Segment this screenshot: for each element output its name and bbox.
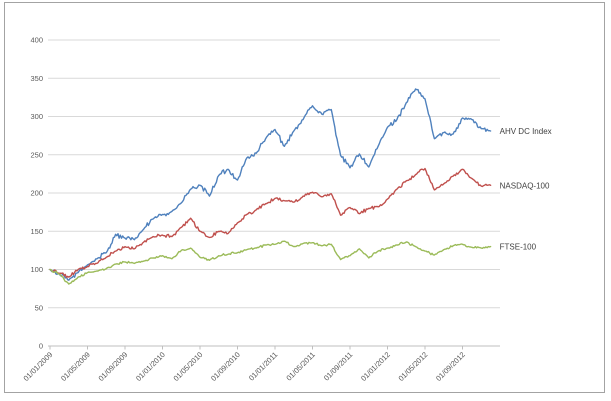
x-tick-label: 01/01/2011: [247, 350, 280, 383]
x-tick-label: 01/05/2009: [59, 350, 92, 383]
series-line-nasdaq-100: [49, 167, 492, 279]
x-tick-label: 01/09/2009: [97, 350, 130, 383]
y-tick-label: 0: [39, 342, 43, 351]
series-label-ftse-100: FTSE-100: [500, 243, 537, 252]
series-label-ahv-dc-index: AHV DC Index: [500, 127, 552, 136]
x-tick-label: 01/01/2010: [134, 350, 167, 383]
series-label-nasdaq-100: NASDAQ-100: [500, 181, 550, 190]
y-tick-label: 150: [30, 227, 43, 236]
x-tick-label: 01/09/2010: [209, 350, 242, 383]
y-tick-label: 300: [30, 112, 43, 121]
x-tick-label: 01/05/2012: [397, 350, 430, 383]
chart-image-border: [4, 2, 605, 393]
y-tick-label: 100: [30, 265, 43, 274]
y-tick-label: 200: [30, 189, 43, 198]
x-tick-label: 01/01/2009: [22, 350, 55, 383]
x-tick-label: 01/05/2011: [284, 350, 317, 383]
x-tick-label: 01/05/2010: [172, 350, 205, 383]
series-line-ftse-100: [49, 240, 492, 285]
x-tick-label: 01/09/2011: [322, 350, 355, 383]
y-tick-label: 50: [35, 303, 43, 312]
y-tick-label: 250: [30, 150, 43, 159]
x-tick-label: 01/09/2012: [434, 350, 467, 383]
x-tick-label: 01/01/2012: [359, 350, 392, 383]
series-line-ahv-dc-index: [49, 88, 492, 281]
y-tick-label: 350: [30, 74, 43, 83]
y-tick-label: 400: [30, 36, 43, 45]
